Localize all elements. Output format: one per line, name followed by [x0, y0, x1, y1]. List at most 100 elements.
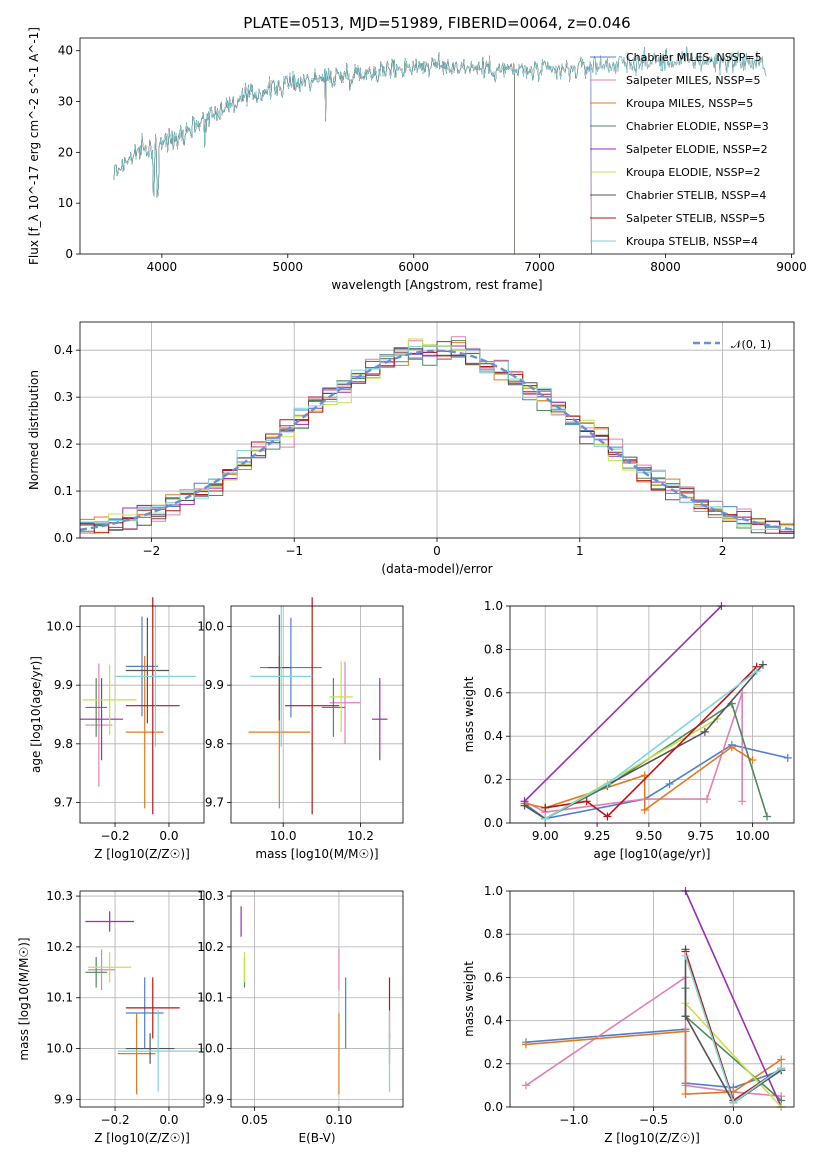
y-tick-label: 9.7: [205, 795, 224, 809]
spectrum-line: [113, 52, 592, 254]
x-tick-label: −0.2: [100, 1113, 129, 1127]
y-tick-label: 0.1: [54, 484, 73, 498]
weight-point-marker: [758, 660, 767, 669]
x-tick-label: 2: [719, 544, 727, 558]
y-tick-label: 10.2: [197, 940, 224, 954]
y-tick-label: 0.6: [484, 686, 503, 700]
y-tick-label: 10: [58, 196, 73, 210]
x-axis-label: wavelength [Angstrom, rest frame]: [331, 278, 542, 292]
y-tick-label: 0.0: [484, 1100, 503, 1114]
panel-weight_vs_age: 9.00 9.25 9.50 9.75 10.00 0.0 0.2 0.4 0.6 0.8 1.0 a…: [462, 599, 795, 861]
weight-series-line: [684, 1002, 782, 1108]
y-tick-label: 9.8: [54, 737, 73, 751]
y-tick-label: 9.9: [205, 678, 224, 692]
x-tick-label: 10.2: [347, 829, 374, 843]
y-tick-label: 10.1: [197, 991, 224, 1005]
x-axis-label: Z [log10(Z/Z☉)]: [94, 847, 190, 861]
y-tick-label: 0.2: [484, 773, 503, 787]
weight-series-line: [523, 605, 722, 802]
y-tick-label: 9.9: [54, 1092, 73, 1106]
weight-series-line: [524, 746, 753, 812]
y-tick-label: 10.0: [197, 620, 224, 634]
figure-title: PLATE=0513, MJD=51989, FIBERID=0064, z=0…: [243, 14, 630, 32]
y-tick-label: 9.7: [54, 795, 73, 809]
legend-entry: Chabrier MILES, NSSP=5: [626, 51, 762, 64]
panel-age_vs_mass: 10.0 10.2 9.7 9.8 9.9 10.0 mass [log10(M/M☉)]: [197, 597, 404, 861]
y-tick-label: 30: [58, 95, 73, 109]
y-axis-label: mass [log10(M/M☉)]: [17, 937, 31, 1060]
x-axis-label: Z [log10(Z/Z☉)]: [94, 1131, 190, 1145]
x-axis-label: mass [log10(M/M☉)]: [255, 847, 378, 861]
weight-point-marker: [783, 753, 792, 762]
y-tick-label: 0.2: [484, 1057, 503, 1071]
y-axis-label: mass weight: [462, 676, 476, 752]
weight-series-line: [524, 664, 764, 820]
y-tick-label: 0.8: [484, 927, 503, 941]
plot-frame: [79, 321, 795, 539]
x-axis-label: age [log10(age/yr)]: [594, 847, 711, 861]
y-axis-label: Flux [f_λ 10^-17 erg cm^-2 s^-1 A^-1]: [27, 27, 41, 265]
legend-entry: 𝒩(0, 1): [731, 338, 771, 351]
y-tick-label: 20: [58, 145, 73, 159]
x-tick-label: 0.0: [159, 1113, 178, 1127]
x-tick-label: 6000: [398, 260, 429, 274]
histogram-step: [80, 345, 794, 534]
weight-point-marker: [681, 951, 690, 960]
y-tick-label: 0.2: [54, 437, 73, 451]
spectrum-line: [113, 52, 592, 254]
y-tick-label: 0.8: [484, 642, 503, 656]
x-tick-label: 10.00: [735, 829, 769, 843]
x-tick-label: 8000: [650, 260, 681, 274]
x-tick-label: −1: [285, 544, 303, 558]
weight-point-marker: [640, 805, 649, 814]
y-tick-label: 0.4: [484, 1014, 503, 1028]
x-tick-label: 0.05: [241, 1113, 268, 1127]
y-tick-label: 10.0: [46, 620, 73, 634]
y-tick-label: 0.4: [484, 729, 503, 743]
plot-frame: [509, 605, 795, 824]
weight-point-marker: [729, 1098, 738, 1107]
y-tick-label: 0.4: [54, 343, 73, 357]
spectrum-line: [113, 52, 515, 254]
weight-point-marker: [700, 727, 709, 736]
panel-weight_vs_Z: −1.0 −0.5 0.0 0.0 0.2 0.4 0.6 0.8 1.0 Z [log10(Z/…: [462, 884, 795, 1145]
plot-frame: [79, 605, 205, 824]
x-tick-label: 9.25: [584, 829, 611, 843]
x-tick-label: 5000: [273, 260, 304, 274]
plot-frame: [230, 890, 404, 1108]
y-tick-label: 10.2: [46, 940, 73, 954]
x-axis-label: (data-model)/error: [381, 562, 492, 576]
weight-point-marker: [541, 814, 550, 823]
plot-frame: [79, 37, 795, 255]
weight-series-line: [545, 666, 758, 818]
plot-frame: [509, 890, 795, 1108]
x-tick-label: −2: [143, 544, 161, 558]
y-tick-label: 40: [58, 44, 73, 58]
x-tick-label: 0.0: [724, 1113, 743, 1127]
y-tick-label: 10.3: [46, 889, 73, 903]
y-tick-label: 9.8: [205, 737, 224, 751]
x-axis-label: E(B-V): [298, 1131, 335, 1145]
y-tick-label: 1.0: [484, 884, 503, 898]
weight-point-marker: [681, 1012, 690, 1021]
weight-point-marker: [738, 797, 747, 806]
y-axis-label: Normed distribution: [27, 370, 41, 490]
weight-series-line: [684, 890, 782, 1108]
legend-entry: Kroupa MILES, NSSP=5: [626, 97, 753, 110]
panel-mass_vs_ebv: 0.05 0.10 9.9 10.0 10.1 10.2 10.3 E(B-V): [197, 889, 404, 1145]
x-tick-label: 0: [433, 544, 441, 558]
x-tick-label: 9.50: [636, 829, 663, 843]
x-tick-label: 0.0: [159, 829, 178, 843]
weight-point-marker: [702, 795, 711, 804]
weight-series-line: [524, 692, 743, 813]
gaussian-curve: [79, 349, 795, 531]
weight-point-marker: [521, 1040, 530, 1049]
spectrum-line: [113, 52, 515, 254]
y-tick-label: 10.3: [197, 889, 224, 903]
y-tick-label: 10.0: [197, 1042, 224, 1056]
legend-entry: Salpeter MILES, NSSP=5: [626, 74, 760, 87]
plot-frame: [230, 605, 404, 824]
panel-spectrum: 4000 5000 6000 7000 8000 9000 0 10 20 30 40 wavelen…: [27, 27, 807, 292]
weight-point-marker: [521, 1081, 530, 1090]
